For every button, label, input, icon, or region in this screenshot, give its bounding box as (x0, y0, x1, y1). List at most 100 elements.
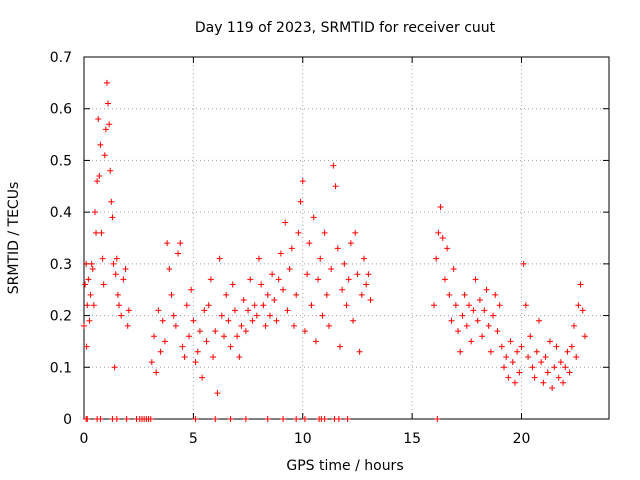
data-point (306, 240, 313, 247)
data-point (111, 364, 118, 371)
data-point (223, 291, 230, 298)
data-point (218, 312, 225, 319)
zero-point (293, 416, 300, 422)
x-tick-label: 10 (294, 431, 312, 447)
data-point (196, 328, 203, 335)
y-tick-label: 0 (63, 412, 72, 428)
data-point (245, 307, 252, 314)
data-point (503, 353, 510, 360)
data-point (251, 302, 258, 309)
data-point (116, 302, 122, 309)
data-point (496, 302, 503, 309)
data-point (201, 307, 208, 314)
data-point (472, 276, 479, 283)
data-point (225, 317, 232, 324)
zero-markers (83, 416, 441, 422)
data-point (444, 245, 451, 252)
data-point (437, 203, 444, 210)
zero-point (97, 416, 104, 422)
data-point (168, 291, 175, 298)
data-point (315, 276, 322, 283)
data-point (175, 250, 182, 257)
data-point (461, 291, 468, 298)
zero-point (113, 416, 120, 422)
data-point (319, 312, 326, 319)
data-point (83, 343, 90, 350)
data-point (107, 167, 114, 174)
data-point (310, 214, 317, 221)
data-point (540, 379, 547, 386)
data-point (266, 312, 273, 319)
y-tick-label: 0.2 (50, 309, 72, 325)
data-point (102, 126, 109, 133)
data-point (164, 240, 171, 247)
data-point (479, 333, 486, 340)
data-point (356, 348, 363, 355)
x-axis-label: GPS time / hours (286, 458, 403, 474)
data-point (581, 333, 588, 340)
data-point (365, 271, 372, 278)
data-point (446, 291, 453, 298)
data-point (87, 291, 94, 298)
data-point (328, 266, 335, 273)
data-point (247, 276, 254, 283)
data-point (275, 276, 282, 283)
data-point (240, 297, 247, 304)
data-point (231, 307, 238, 314)
data-point (527, 333, 534, 340)
data-point (363, 281, 370, 288)
data-point (345, 276, 352, 283)
data-point (323, 291, 330, 298)
data-point (120, 276, 127, 283)
data-point (103, 79, 110, 86)
zero-point (242, 416, 249, 422)
zero-point (280, 416, 287, 422)
data-point (277, 250, 284, 257)
y-tick-label: 0.3 (50, 257, 72, 273)
zero-point (335, 416, 342, 422)
data-point (84, 302, 91, 309)
data-point (269, 271, 276, 278)
data-point (86, 317, 93, 324)
data-point (542, 353, 549, 360)
data-point (507, 338, 514, 345)
data-point (354, 271, 361, 278)
zero-point (264, 416, 271, 422)
data-point (88, 260, 95, 267)
data-point (457, 348, 464, 355)
data-point (435, 229, 442, 236)
data-point (256, 255, 262, 262)
data-point (568, 343, 575, 350)
data-point (474, 317, 481, 324)
data-point (343, 302, 350, 309)
data-point (97, 141, 104, 148)
data-point (183, 302, 190, 309)
data-point (481, 307, 488, 314)
data-point (109, 214, 116, 221)
data-point (494, 328, 501, 335)
data-point (490, 312, 497, 319)
data-point (452, 302, 459, 309)
data-point (159, 317, 166, 324)
data-point (361, 255, 367, 262)
data-point (210, 353, 217, 360)
data-point (492, 291, 499, 298)
data-point (170, 312, 177, 319)
data-point (317, 255, 324, 262)
data-point (433, 255, 440, 262)
data-point (463, 322, 470, 329)
data-point (157, 348, 164, 355)
data-point (518, 343, 525, 350)
data-point (301, 328, 308, 335)
data-point (181, 353, 188, 360)
data-point (553, 343, 560, 350)
data-point (284, 307, 291, 314)
data-point (564, 348, 571, 355)
data-point (186, 333, 192, 340)
zero-point (344, 416, 351, 422)
data-point (347, 240, 354, 247)
zero-point (434, 416, 441, 422)
data-point (161, 338, 168, 345)
data-point (90, 302, 97, 309)
data-point (555, 374, 562, 381)
